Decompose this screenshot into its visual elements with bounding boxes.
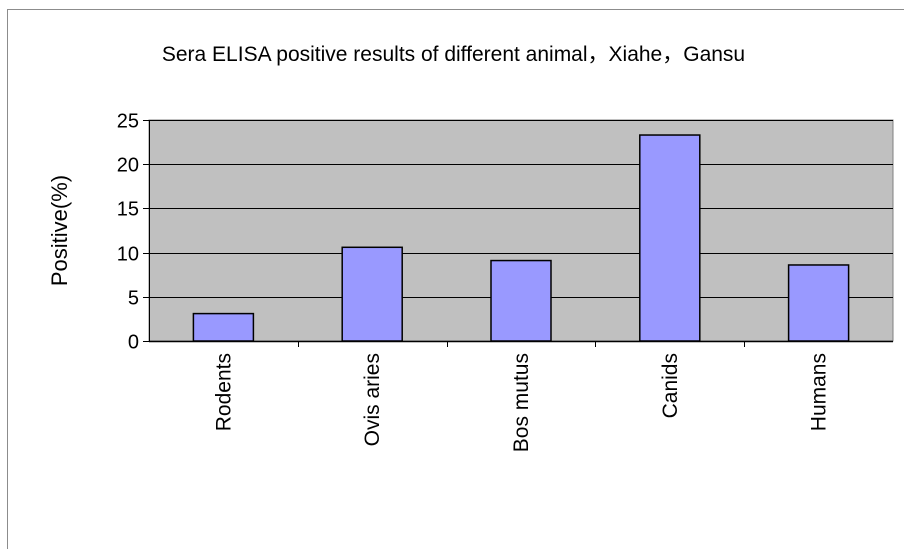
x-category-label: Ovis aries (361, 353, 384, 446)
axes (143, 120, 893, 347)
x-category-label: Rodents (212, 353, 235, 431)
bar-ovis-aries (341, 246, 403, 342)
y-tick-label: 25 (117, 111, 139, 133)
bar-canids (639, 134, 701, 342)
bar-rodents (192, 312, 255, 342)
chart-title: Sera ELISA positive results of different… (161, 43, 746, 66)
x-category-label: Canids (659, 353, 682, 418)
y-tick-label: 5 (128, 288, 139, 310)
x-category-label: Humans (808, 353, 831, 431)
x-category-labels: Rodents Ovis aries Bos mutus Canids Humans (212, 353, 830, 452)
y-tick-label: 10 (117, 244, 139, 266)
x-category-label: Bos mutus (510, 353, 533, 452)
y-axis-title: Positive(%) (47, 175, 72, 286)
y-tick-labels: 0 5 10 15 20 25 (117, 111, 139, 354)
y-tick-label: 15 (117, 199, 139, 221)
bar-series (192, 134, 850, 342)
bar-bos-mutus (490, 259, 552, 342)
bar-humans (787, 264, 850, 342)
y-tick-label: 0 (128, 332, 139, 354)
y-tick-label: 20 (117, 155, 139, 177)
